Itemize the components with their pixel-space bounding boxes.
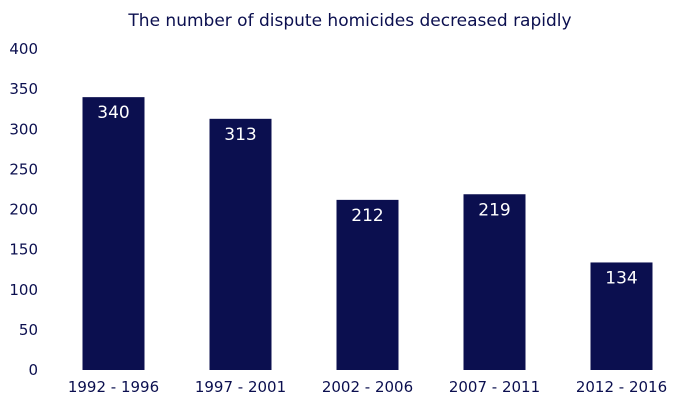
x-category-label: 2002 - 2006 — [322, 378, 413, 396]
chart-title: The number of dispute homicides decrease… — [127, 11, 571, 31]
x-axis: 1992 - 1996 1997 - 2001 2002 - 2006 2007 - … — [68, 378, 667, 396]
bar-series — [82, 97, 653, 371]
y-tick-label: 200 — [9, 201, 38, 219]
bar-2012-2016 — [590, 262, 653, 370]
y-axis: 0 50 100 150 200 250 300 350 400 — [9, 40, 38, 379]
bar-2002-2006 — [336, 199, 399, 370]
y-tick-label: 0 — [28, 361, 38, 379]
x-category-label: 2007 - 2011 — [449, 378, 540, 396]
y-tick-label: 350 — [9, 80, 38, 98]
y-tick-label: 400 — [9, 40, 38, 58]
data-labels: 340 313 212 219 134 — [97, 103, 637, 288]
x-category-label: 1997 - 2001 — [195, 378, 286, 396]
data-label: 212 — [351, 206, 383, 226]
data-label: 134 — [605, 268, 637, 288]
data-label: 219 — [478, 200, 510, 220]
y-tick-label: 50 — [19, 321, 38, 339]
bar-1997-2001 — [209, 118, 272, 370]
x-category-label: 2012 - 2016 — [576, 378, 667, 396]
y-tick-label: 250 — [9, 160, 38, 178]
y-tick-label: 100 — [9, 281, 38, 299]
data-label: 340 — [97, 103, 129, 123]
bar-2007-2011 — [463, 194, 526, 370]
bar-1992-1996 — [82, 97, 145, 371]
y-tick-label: 300 — [9, 120, 38, 138]
data-label: 313 — [224, 125, 256, 145]
y-tick-label: 150 — [9, 241, 38, 259]
x-category-label: 1992 - 1996 — [68, 378, 159, 396]
